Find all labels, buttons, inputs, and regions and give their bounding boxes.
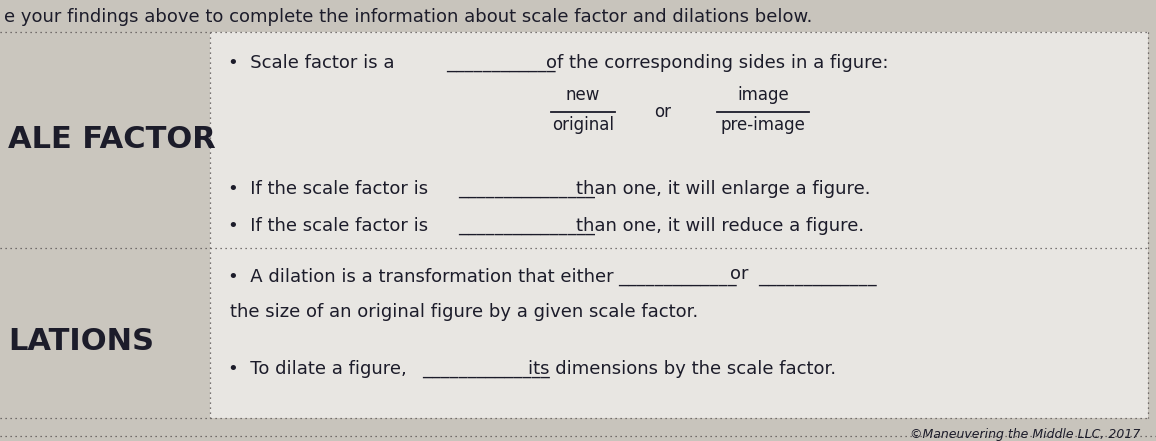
Text: ____________: ____________	[446, 54, 556, 72]
Text: _____________: _____________	[618, 268, 736, 286]
Text: image: image	[738, 86, 788, 104]
Text: _____________: _____________	[758, 268, 876, 286]
Bar	[0, 248, 210, 418]
Text: ALE FACTOR: ALE FACTOR	[8, 126, 216, 154]
Text: of the corresponding sides in a figure:: of the corresponding sides in a figure:	[546, 54, 889, 72]
Text: its dimensions by the scale factor.: its dimensions by the scale factor.	[528, 360, 836, 378]
Text: pre-image: pre-image	[720, 116, 806, 134]
Text: •  A dilation is a transformation that either: • A dilation is a transformation that ei…	[228, 268, 614, 286]
Text: new: new	[565, 86, 600, 104]
Bar	[210, 32, 1148, 418]
Text: than one, it will enlarge a figure.: than one, it will enlarge a figure.	[576, 180, 870, 198]
Text: •  If the scale factor is: • If the scale factor is	[228, 180, 428, 198]
Text: •  Scale factor is a: • Scale factor is a	[228, 54, 394, 72]
Text: •  If the scale factor is: • If the scale factor is	[228, 217, 428, 235]
Text: ______________: ______________	[422, 360, 550, 378]
Text: original: original	[553, 116, 614, 134]
Text: _______________: _______________	[458, 180, 595, 198]
Text: or: or	[729, 265, 748, 283]
Bar	[0, 32, 210, 248]
Text: e your findings above to complete the information about scale factor and dilatio: e your findings above to complete the in…	[3, 8, 813, 26]
Text: than one, it will reduce a figure.: than one, it will reduce a figure.	[576, 217, 865, 235]
Text: LATIONS: LATIONS	[8, 326, 154, 355]
Text: or: or	[654, 103, 672, 121]
Text: the size of an original figure by a given scale factor.: the size of an original figure by a give…	[230, 303, 698, 321]
Text: •  To dilate a figure,: • To dilate a figure,	[228, 360, 407, 378]
Text: ©Maneuvering the Middle LLC, 2017: ©Maneuvering the Middle LLC, 2017	[910, 428, 1140, 441]
Text: _______________: _______________	[458, 217, 595, 235]
